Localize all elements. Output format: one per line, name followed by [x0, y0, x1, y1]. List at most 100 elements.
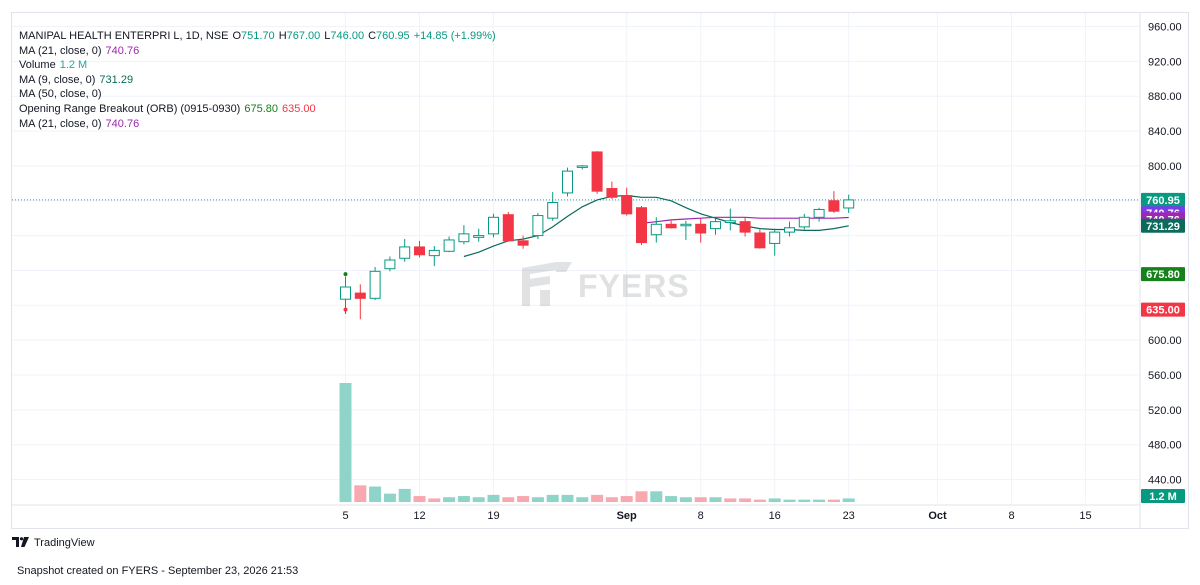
price-badge: 731.29 — [1141, 218, 1185, 233]
volume-bar — [665, 496, 678, 502]
volume-bar — [517, 496, 530, 502]
candle — [414, 240, 425, 258]
candle-body — [769, 231, 781, 244]
candlesticks — [340, 151, 855, 320]
volume-bar — [413, 496, 426, 502]
candle-body — [354, 292, 366, 299]
x-tick-label: 8 — [698, 510, 704, 522]
price-badge-label: 635.00 — [1146, 305, 1180, 317]
candle-body — [710, 221, 721, 230]
volume-bar — [650, 491, 663, 502]
candle-body — [384, 259, 396, 270]
legend-ma50-row[interactable]: MA (50, close, 0) — [19, 87, 500, 102]
candle — [754, 229, 766, 249]
candle-body — [680, 223, 692, 227]
price-badge-label: 675.80 — [1146, 269, 1180, 281]
volume-bar — [620, 496, 633, 502]
price-badge-bg — [1141, 302, 1185, 317]
price-badge-bg — [1141, 218, 1185, 233]
candle-body — [636, 207, 647, 244]
candle — [532, 212, 544, 240]
candle — [502, 212, 514, 242]
y-tick-label: 880.00 — [1148, 91, 1182, 103]
orb-marker — [343, 307, 348, 312]
price-badge-bg — [1141, 192, 1185, 207]
candle-body — [369, 270, 381, 299]
legend-orb-row[interactable]: Opening Range Breakout (ORB) (0915-0930)… — [19, 102, 500, 117]
legend-ohlc-row[interactable]: MANIPAL HEALTH ENTERPRI L, 1D, NSE O751.7… — [19, 29, 500, 44]
volume-bar — [531, 497, 544, 502]
candle — [458, 225, 470, 245]
volume-bar — [635, 491, 648, 502]
candle-body — [428, 249, 440, 257]
low-value: 746.00 — [330, 30, 365, 42]
legend-ma9-row[interactable]: MA (9, close, 0) 731.29 — [19, 73, 500, 88]
ma9-label: MA (9, close, 0) — [19, 73, 96, 86]
volume-bar — [428, 498, 441, 502]
volume-value: 1.2 M — [59, 59, 88, 72]
candle-body — [532, 215, 544, 237]
candle-body — [502, 214, 514, 242]
candle-body — [488, 216, 499, 235]
tradingview-brand[interactable]: TradingView — [12, 536, 95, 550]
candle — [769, 228, 781, 256]
candle — [724, 208, 736, 231]
symbol-title: MANIPAL HEALTH ENTERPRI L, 1D, NSE — [19, 30, 229, 42]
x-tick-label: Sep — [617, 510, 637, 522]
candle — [739, 217, 751, 237]
candle — [488, 213, 499, 238]
price-badge: 675.80 — [1141, 267, 1185, 282]
volume-label: Volume — [19, 59, 56, 72]
price-badges: 760.95740.76740.76731.29675.80635.001.2 … — [1141, 192, 1185, 503]
legend-volume-row[interactable]: Volume 1.2 M — [19, 58, 500, 73]
x-tick-label: 8 — [1008, 510, 1014, 522]
candle-body — [665, 223, 677, 229]
y-tick-label: 600.00 — [1148, 335, 1182, 347]
volume-bar — [369, 486, 382, 502]
chart-frame[interactable] — [11, 12, 1189, 529]
candle-body — [576, 165, 588, 168]
ma21-line — [641, 216, 849, 224]
candle — [369, 266, 381, 301]
ma21-label: MA (21, close, 0) — [19, 44, 102, 57]
candle-body — [458, 233, 470, 243]
candle — [680, 220, 692, 240]
orb-high-value: 675.80 — [244, 102, 279, 115]
candle — [606, 181, 618, 200]
candle — [547, 192, 559, 221]
candle — [443, 236, 455, 253]
candle — [798, 213, 810, 230]
legend-ma21b-row[interactable]: MA (21, close, 0) 740.76 — [19, 117, 500, 132]
candle — [354, 284, 366, 320]
volume-bar — [487, 494, 500, 502]
candle-body — [813, 208, 825, 218]
candle-body — [784, 227, 795, 233]
volume-bar — [842, 498, 855, 502]
volume-bar — [768, 498, 781, 502]
candle-body — [695, 223, 707, 234]
candle-body — [754, 232, 766, 249]
candle-body — [547, 201, 559, 219]
high-label: H — [278, 30, 287, 42]
legend-ma21-row[interactable]: MA (21, close, 0) 740.76 — [19, 44, 500, 59]
candle-body — [650, 223, 662, 236]
axes: 960.00 920.00 880.00 840.00 800.00 600.00 560.… — [12, 12, 1182, 529]
price-change: +14.85 (+1.99%) — [413, 30, 496, 42]
volume-bar — [383, 493, 396, 502]
x-tick-label: 16 — [769, 510, 781, 522]
low-label: L — [324, 30, 331, 42]
volume-bar — [827, 499, 840, 502]
price-badge: 760.95 — [1141, 192, 1185, 207]
tradingview-label: TradingView — [34, 537, 95, 549]
y-tick-label: 800.00 — [1148, 161, 1182, 173]
high-value: 767.00 — [286, 30, 321, 42]
price-badge-bg — [1141, 267, 1185, 282]
candle-body — [843, 199, 855, 209]
candle — [650, 217, 662, 243]
volume-bars — [339, 383, 855, 502]
open-label: O — [232, 30, 242, 42]
volume-bar — [576, 497, 589, 502]
volume-bar — [798, 499, 811, 502]
ma50-label: MA (50, close, 0) — [19, 88, 102, 101]
